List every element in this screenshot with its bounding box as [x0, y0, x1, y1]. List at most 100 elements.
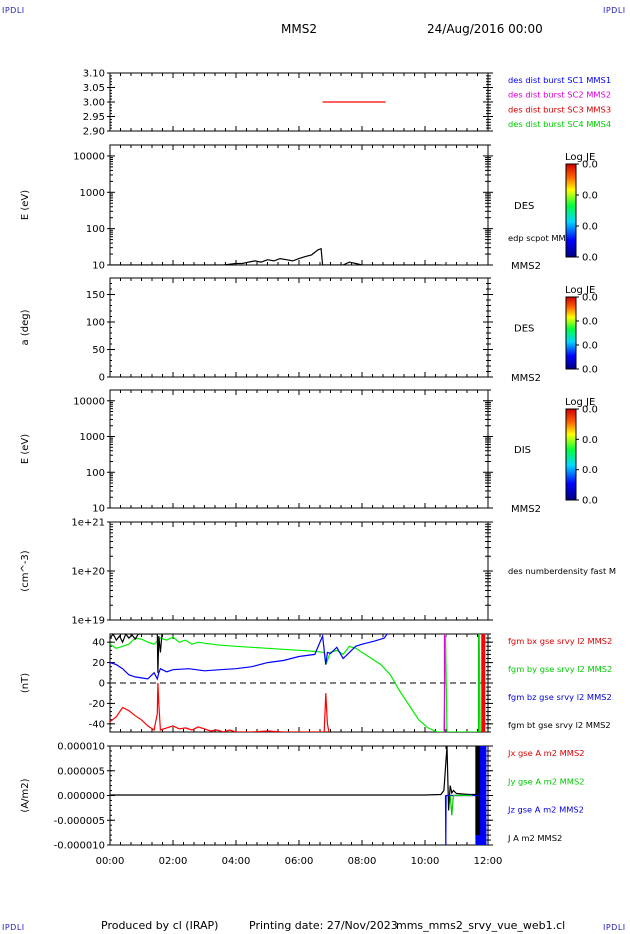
panel-frame [109, 144, 489, 266]
y-tick-label: 2.95 [83, 112, 105, 123]
colorbar-tick-label: 0.0 [582, 435, 598, 446]
footer-printing-date: Printing date: 27/Nov/2023 [249, 919, 398, 932]
panel-data [110, 746, 487, 845]
data-band [475, 746, 487, 845]
legend-entry: fgm by gse srvy l2 MMS2 [508, 664, 612, 674]
x-tick-label: 06:00 [285, 856, 314, 867]
legend-entry: des dist burst SC1 MMS1 [508, 75, 611, 85]
colorbar-tick-label: 0.0 [582, 191, 598, 202]
panel-data [110, 634, 488, 732]
colorbar-tick-label: 0.0 [582, 465, 598, 476]
legend-entry: Jy gse A m2 MMS2 [507, 776, 585, 786]
corner-label-bottom-right: IPDLI [603, 923, 626, 932]
instrument-label: DES [514, 324, 534, 335]
legend-entry: Jz gse A m2 MMS2 [507, 805, 584, 815]
panel-density: 1e+21 1e+20 1e+19 (cm^-3) des numberdensity … [20, 518, 616, 627]
panel-frame [109, 521, 489, 621]
y-tick-label: 3.05 [83, 83, 105, 94]
y-tick-label: 0.000010 [57, 742, 105, 753]
y-tick-label: -20 [89, 699, 105, 710]
date-title: 24/Aug/2016 00:00 [427, 22, 543, 36]
y-tick-label: 1e+20 [71, 567, 105, 578]
y-tick-label: 1000 [80, 188, 105, 199]
x-tick-label: 04:00 [222, 856, 251, 867]
data-band [475, 746, 481, 836]
footer-filename: mms_mms2_srvy_vue_web1.cl [396, 919, 566, 932]
legend-entry: des numberdensity fast M [508, 566, 616, 576]
footer-produced-by: Produced by cl (IRAP) [101, 919, 219, 932]
x-tick-label: 12:00 [474, 856, 503, 867]
y-tick-label: -0.000005 [54, 816, 105, 827]
panel-frame [109, 72, 489, 132]
data-series-line [449, 794, 473, 816]
instrument-label: DES [514, 201, 534, 212]
legend-entry: des dist burst SC2 MMS2 [508, 90, 611, 100]
y-axis-label: (nT) [20, 673, 31, 693]
y-tick-label: -0.000010 [54, 841, 105, 852]
y-tick-label: 50 [92, 345, 105, 356]
legend-entry: fgm bx gse srvy l2 MMS2 [508, 636, 612, 646]
data-series-line [110, 247, 441, 265]
x-tick-label: 08:00 [348, 856, 377, 867]
colorbar-tick-label: 0.0 [582, 405, 598, 416]
colorbar-tick-label: 0.0 [582, 341, 598, 352]
colorbar-tick-label: 0.0 [582, 160, 598, 171]
legend-entry: Jx gse A m2 MMS2 [507, 748, 585, 758]
y-tick-label: 0.000000 [57, 791, 105, 802]
y-tick-label: 40 [92, 638, 105, 649]
x-tick-label: 00:00 [96, 856, 125, 867]
colorbar-tick-label: 0.0 [582, 365, 598, 376]
overlay-label: edp scpot MMS2 [508, 233, 576, 243]
corner-label-top-right: IPDLI [603, 6, 626, 15]
y-tick-label: 100 [86, 224, 105, 235]
y-tick-label: 10 [92, 504, 105, 515]
corner-label-bottom-left: IPDLI [2, 923, 25, 932]
data-series-line [110, 634, 388, 681]
colorbar-tick-label: 0.0 [582, 317, 598, 328]
y-tick-label: 10000 [73, 396, 105, 407]
y-tick-label: 1000 [80, 432, 105, 443]
y-tick-label: 20 [92, 658, 105, 669]
spacecraft-label: MMS2 [511, 504, 541, 515]
y-axis-label: a (deg) [20, 309, 31, 345]
data-series-line [110, 634, 481, 732]
panel-burst: 3.10 3.05 3.00 2.95 2.90 des dist burst SC1 M… [83, 69, 611, 138]
legend-entry: des dist burst SC4 MMS4 [508, 119, 611, 129]
instrument-label: DIS [514, 445, 531, 456]
y-axis-label: E (eV) [20, 190, 31, 220]
colorbar-title: Log JE [565, 152, 595, 163]
colorbar [565, 408, 577, 501]
legend-entry: des dist burst SC3 MMS3 [508, 104, 611, 114]
y-tick-label: 3.00 [83, 98, 105, 109]
y-tick-label: 2.90 [83, 127, 105, 138]
corner-label-top-left: IPDLI [2, 6, 25, 15]
panel-data [110, 247, 441, 265]
legend-entry: fgm bt gse srvy l2 MMS2 [508, 720, 611, 730]
spacecraft-label: MMS2 [511, 373, 541, 384]
panel-frame [109, 277, 489, 378]
legend-entry: fgm bz gse srvy l2 MMS2 [508, 692, 612, 702]
legend-entry: J A m2 MMS2 [507, 833, 562, 843]
colorbar-tick-label: 0.0 [582, 496, 598, 507]
data-series-line [110, 634, 163, 673]
panel-fgm: 40 20 0 -20 -40 (nT) fgm bx gse srvy l2 MMS2 fg… [20, 633, 612, 733]
y-tick-label: 100 [86, 318, 105, 329]
colorbar-title: Log JE [565, 285, 595, 296]
colorbar-title: Log JE [565, 397, 595, 408]
y-tick-label: 150 [86, 290, 105, 301]
x-tick-label: 02:00 [159, 856, 188, 867]
colorbar-tick-label: 0.0 [582, 253, 598, 264]
colorbar [565, 163, 577, 258]
y-tick-label: 0 [99, 373, 105, 384]
spacecraft-title: MMS2 [281, 22, 317, 36]
y-tick-label: 10 [92, 261, 105, 272]
panel-frame [109, 389, 489, 509]
y-tick-label: 0.000005 [57, 766, 105, 777]
y-tick-label: -40 [89, 719, 105, 730]
panel-des-energy: 10000 1000 100 10 E (eV) DES MMS2 edp scpot MMS… [20, 144, 598, 272]
y-tick-label: 0 [99, 679, 105, 690]
y-tick-label: 1e+19 [71, 616, 105, 627]
